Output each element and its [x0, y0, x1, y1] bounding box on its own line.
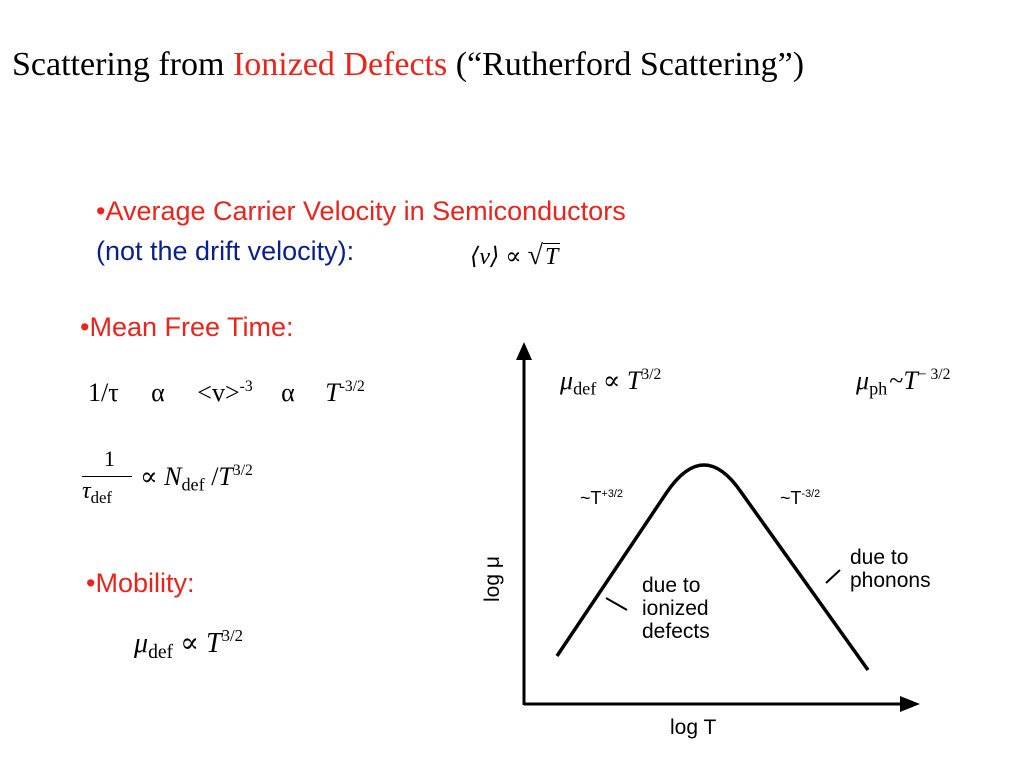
mft-lhs: 1/τ	[88, 378, 119, 407]
title-part-1: Scattering from	[12, 46, 233, 83]
equation-mean-free-time: 1/τ α <v>-3 α T-3/2	[88, 378, 365, 408]
annotation-def-line-3: defects	[642, 620, 710, 643]
slope-left-exp: +3/2	[601, 487, 623, 500]
proportional-symbol: ∝	[505, 244, 522, 270]
x-axis-arrow	[900, 696, 920, 712]
slope-label-left: ~T+3/2	[580, 488, 623, 509]
equation-mobility: μdef ∝ T3/2	[134, 626, 244, 663]
annotation-def-line-2: ionized	[642, 597, 709, 620]
velocity-T: T	[543, 243, 561, 270]
graph-label-defects: μdef ∝ T3/2	[560, 365, 662, 399]
annotation-ph-line-2: phonons	[850, 569, 931, 592]
scatter-N-sub: def	[181, 474, 205, 495]
y-axis-label: log μ	[480, 556, 504, 602]
scatter-N: N	[164, 462, 182, 491]
tau-subscript: def	[90, 488, 113, 508]
mft-velocity-exp: -3	[239, 377, 253, 395]
mft-T-exp: -3/2	[339, 377, 365, 395]
y-axis-arrow	[516, 342, 532, 360]
leader-phonons	[825, 569, 841, 584]
scatter-slash: /	[204, 462, 219, 491]
slope-label-right: ~T-3/2	[780, 488, 820, 509]
mft-alpha-1: α	[151, 378, 165, 407]
mft-T: T-3/2	[325, 378, 365, 407]
equation-scatter-rate-rhs: ∝ Ndef /T3/2	[140, 461, 253, 495]
bullet-velocity: •Average Carrier Velocity in Semiconduct…	[96, 196, 626, 226]
fraction-denominator: τdef	[82, 478, 113, 508]
velocity-avg: ⟨v⟩	[470, 244, 500, 270]
graph-def-prop: ∝	[602, 366, 621, 395]
bullet-mobility: •Mobility:	[86, 568, 195, 598]
graph-ph-exp: − 3/2	[917, 365, 951, 383]
graph-def-T: T	[626, 366, 642, 395]
title-part-3: (“Rutherford Scattering”)	[447, 46, 805, 83]
x-axis-label: log T	[670, 716, 717, 739]
graph-def-mu: μ	[560, 366, 574, 395]
equation-velocity: ⟨v⟩ ∝ √T	[470, 240, 561, 272]
annotation-ph-line-1: due to	[850, 546, 909, 569]
sqrt-symbol: √	[527, 240, 544, 271]
mobility-T: T	[206, 628, 222, 659]
mobility-exp: 3/2	[221, 626, 244, 646]
mft-alpha-2: α	[281, 378, 295, 407]
graph-ph-prop: ~	[889, 366, 904, 395]
graph-label-phonons: μph~T− 3/2	[856, 365, 951, 399]
annotation-ionized-defects: due to ionized defects	[642, 574, 710, 643]
slope-right-base: ~T	[780, 488, 802, 508]
mft-velocity-base: <v>	[197, 378, 240, 407]
graph-def-exp: 3/2	[641, 365, 662, 383]
annotation-def-line-1: due to	[642, 574, 701, 597]
graph-ph-T: T	[903, 366, 918, 395]
slide-title: Scattering from Ionized Defects (“Ruther…	[12, 46, 804, 84]
fraction-numerator: 1	[104, 446, 115, 471]
bullet-velocity-note: (not the drift velocity):	[96, 236, 355, 266]
mobility-prop: ∝	[180, 628, 200, 659]
slope-left-base: ~T	[580, 488, 602, 508]
mobility-sub: def	[148, 641, 174, 663]
graph-def-sub: def	[573, 378, 597, 399]
mft-velocity: <v>-3	[197, 378, 252, 407]
mobility-curve	[555, 463, 870, 672]
leader-ionized-defects	[605, 597, 628, 611]
scatter-T: T	[218, 462, 233, 491]
tau-symbol: τ	[82, 478, 91, 504]
annotation-phonons: due to phonons	[850, 546, 931, 592]
fraction-bar	[82, 476, 132, 477]
scatter-prop: ∝	[140, 462, 158, 491]
scatter-T-exp: 3/2	[232, 461, 253, 479]
bullet-mean-free-time: •Mean Free Time:	[80, 312, 294, 342]
mobility-mu: μ	[134, 628, 149, 659]
graph-ph-mu: μ	[856, 366, 870, 395]
slope-right-exp: -3/2	[801, 487, 821, 500]
mft-T-base: T	[325, 378, 340, 407]
title-highlight: Ionized Defects	[232, 46, 448, 83]
graph-ph-sub: ph	[869, 378, 888, 399]
equation-scatter-rate-fraction: 1 τdef	[82, 446, 142, 526]
